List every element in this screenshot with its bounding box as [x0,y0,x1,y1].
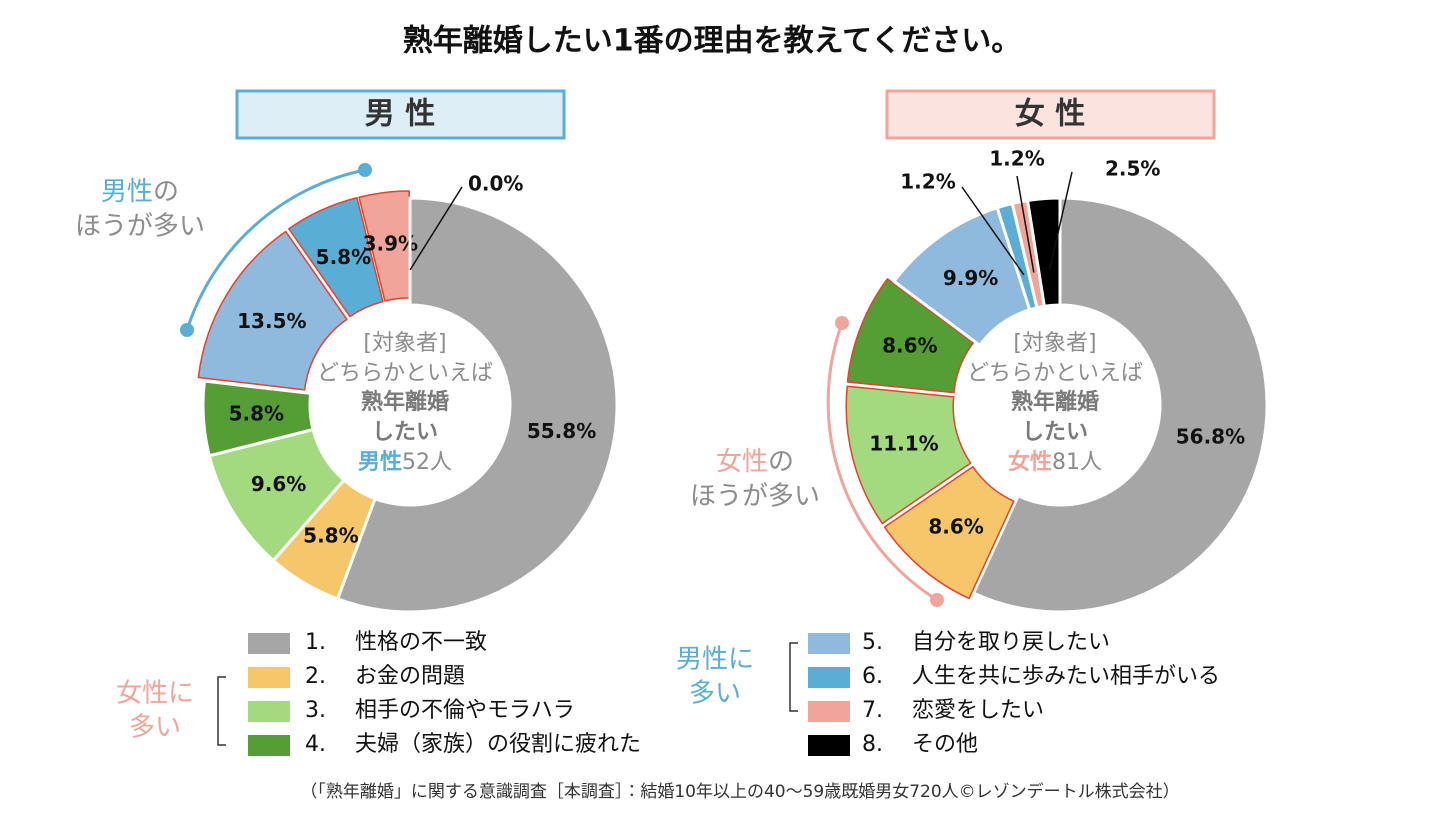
value-label: 1.2% [900,170,955,194]
annotation-arc [185,168,366,331]
value-label: 2.5% [1105,157,1160,181]
leader-line [961,186,1025,276]
center-text: 熟年離婚 [361,389,449,415]
value-label: 5.8% [316,245,371,269]
header-box [885,89,1216,140]
annotation: ほうが多い [75,212,205,242]
donut-slice [197,230,348,391]
group-label: 男性に [676,645,754,675]
annotation-highlight: 男性 [101,177,153,207]
value-label: 55.8% [527,419,596,443]
leader-line [409,186,463,271]
value-label: 0.0% [468,172,523,196]
header-box [235,89,566,140]
annotation-arc [826,322,938,602]
leader-line [1048,171,1073,271]
value-label: 8.6% [882,333,937,357]
legend-label: 夫婦（家族）の役割に疲れた [355,732,641,757]
source-note: （「熟年離婚」に関する意識調査［本調査］：結婚10年以上の40～59歳既婚男女7… [300,781,1179,802]
center-text: [対象者] [1013,331,1096,356]
donut-slice [1026,196,1062,308]
legend-number: 3. [305,698,326,723]
donut-slice [883,465,1015,600]
annotation: ほうが多い [690,482,820,512]
annotation-rest: の [768,447,794,477]
arc-dot [930,593,944,607]
center-group: 男性 [358,450,402,475]
legend-number: 6. [862,664,883,689]
header-title: 女 性 [1015,97,1085,132]
group-label: 女性に [116,679,194,709]
legend-swatch [808,633,850,654]
legend-label: 相手の不倫やモラハラ [355,698,575,723]
legend-label: 性格の不一致 [355,630,487,655]
legend-number: 4. [305,732,326,757]
legend-number: 8. [862,732,883,757]
legend-number: 7. [862,698,883,723]
donut-slice [846,278,975,394]
group-label: 多い [129,713,181,743]
legend-label: 恋愛をしたい [912,698,1044,723]
group-label: 多い [689,679,741,709]
legend-label: 自分を取り戻したい [912,630,1110,655]
value-label: 1.2% [989,147,1044,171]
arc-dot [180,323,194,337]
value-label: 56.8% [1176,424,1245,448]
arc-dot [835,316,849,330]
leader-line [1016,175,1035,273]
legend-label: その他 [912,732,978,757]
legend-swatch [248,701,290,722]
value-label: 13.5% [237,309,306,333]
legend-label: お金の問題 [355,664,465,689]
legend-swatch [808,667,850,688]
center-text: したい [1022,420,1088,445]
group-bracket [217,676,226,746]
legend-swatch [808,701,850,722]
center-target: 女性81人 [1008,449,1102,475]
legend-swatch [248,667,290,688]
center-count: 81人 [1052,450,1102,475]
legend-number: 5. [862,630,883,655]
arc-dot [358,163,372,177]
value-label: 9.9% [943,266,998,290]
center-text: したい [372,420,438,445]
chart-title: 熟年離婚したい1番の理由を教えてください。 [403,24,1021,59]
legend-number: 2. [305,664,326,689]
donut-slice [201,379,315,458]
center-target: 男性52人 [358,450,452,475]
group-bracket [789,642,798,712]
center-count: 52人 [402,450,452,475]
annotation-rest: の [153,177,179,207]
annotation: 女性の [716,447,794,477]
legend-number: 1. [305,630,326,655]
center-group: 女性 [1008,449,1052,475]
donut-slice [972,196,1269,614]
value-label: 8.6% [928,515,983,539]
legend-swatch [808,735,850,756]
center-text: [対象者] [363,331,446,356]
annotation-highlight: 女性 [716,447,768,477]
center-text: どちらかといえば [967,361,1143,386]
center-text: どちらかといえば [317,361,493,386]
donut-slice [845,385,972,525]
value-label: 5.8% [229,402,284,426]
legend-swatch [248,735,290,756]
value-label: 5.8% [303,524,358,548]
legend-label: 人生を共に歩みたい相手がいる [912,664,1220,689]
donut-slice [336,196,619,614]
donut-slice [288,197,384,318]
value-label: 9.6% [251,472,306,496]
header-title: 男 性 [365,97,435,132]
center-text: 熟年離婚 [1011,389,1099,415]
legend-swatch [248,633,290,654]
value-label: 11.1% [869,431,938,455]
annotation: 男性の [101,177,179,207]
